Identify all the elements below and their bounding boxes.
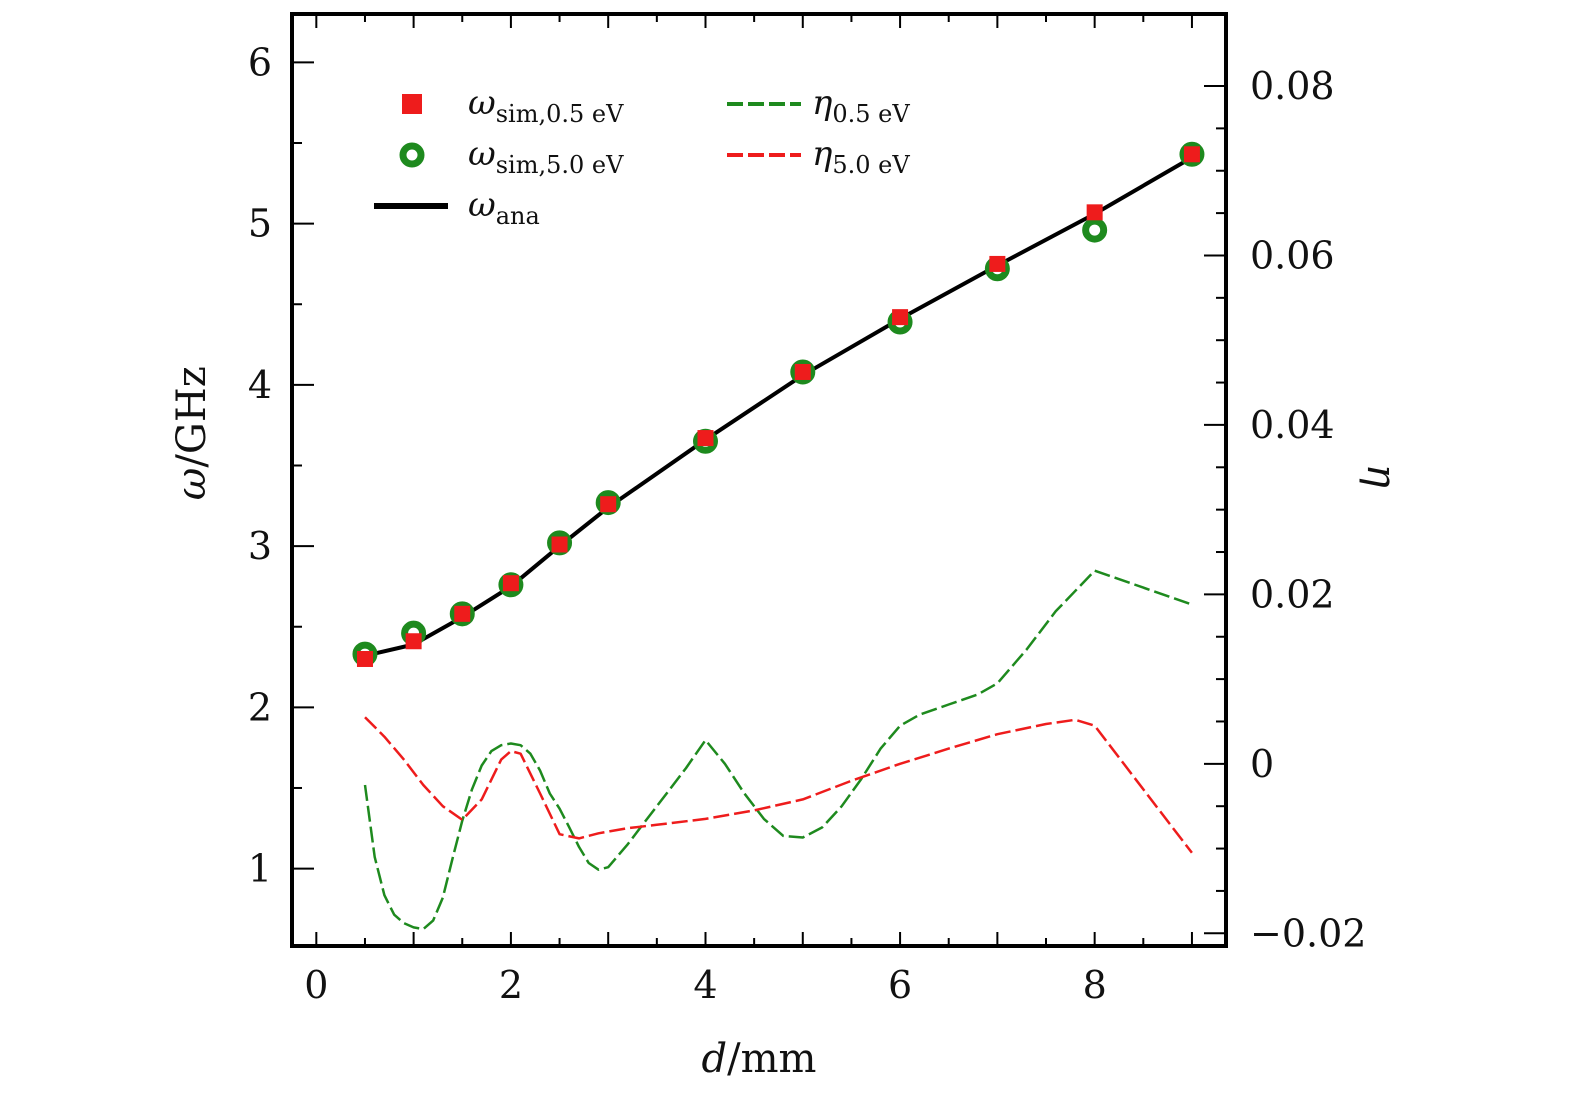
- legend-marker--sim-5-0-ev: [399, 142, 425, 168]
- y-left-tick-label: 1: [248, 847, 272, 891]
- y-left-tick-label: 4: [248, 363, 272, 407]
- legend-label--0-5-ev: η0.5 eV: [812, 83, 910, 128]
- legend-subscript: ana: [496, 202, 540, 230]
- tick-labels: 0 2 4 6 8 1 2 3 4 5 6 −0.02 0 0.02 0.04 0.06 0.08: [248, 40, 1367, 1007]
- data-point--sim-0-5-ev: [794, 363, 811, 380]
- data-point--sim-0-5-ev: [502, 575, 519, 592]
- y-axis-left-label: ω/GHz: [169, 366, 215, 500]
- y-right-tick-label: 0: [1250, 742, 1274, 786]
- series-line--0-5-ev: [363, 569, 1193, 931]
- legend-subscript: 0.5 eV: [832, 100, 910, 128]
- data-point--sim-5-0-ev: [449, 601, 475, 627]
- y-right-tick-label: 0.04: [1250, 403, 1335, 447]
- plot-frame: [290, 12, 1228, 948]
- legend-symbol: ω: [468, 83, 496, 123]
- series-line--ana: [364, 155, 1193, 658]
- legend-label--ana: ωana: [468, 185, 540, 230]
- data-point--sim-0-5-ev: [1086, 204, 1103, 221]
- data-point--sim-0-5-ev: [600, 496, 617, 513]
- y-left-tick-label: 6: [248, 40, 272, 84]
- y-axis-right-label: η: [1358, 464, 1404, 488]
- plot-series: [352, 141, 1205, 931]
- x-axis-var: d: [702, 1036, 728, 1082]
- x-tick-label: 0: [304, 963, 328, 1007]
- legend-label--5-0-ev: η5.0 eV: [812, 134, 910, 179]
- legend-subscript: sim,0.5 eV: [496, 100, 624, 128]
- data-point--sim-5-0-ev: [1179, 141, 1205, 167]
- y-right-tick-label: 0.08: [1250, 64, 1335, 108]
- legend-symbol: η: [812, 134, 833, 174]
- y-right-var: η: [1358, 464, 1404, 488]
- data-point--sim-0-5-ev: [405, 633, 422, 650]
- series-line--5-0-ev: [364, 716, 1193, 854]
- data-point--sim-0-5-ev: [551, 536, 568, 553]
- data-point--sim-0-5-ev: [454, 605, 471, 622]
- y-left-tick-label: 2: [248, 685, 272, 729]
- legend-label--sim-5-0-ev: ωsim,5.0 eV: [468, 134, 624, 179]
- legend-label--sim-0-5-ev: ωsim,0.5 eV: [468, 83, 624, 128]
- y-left-unit: /GHz: [169, 366, 215, 467]
- legend-symbol: ω: [468, 185, 496, 225]
- data-point--sim-5-0-ev: [790, 359, 816, 385]
- y-left-var: ω: [169, 468, 215, 501]
- legend-subscript: sim,5.0 eV: [496, 151, 624, 179]
- data-point--sim-5-0-ev: [1082, 217, 1108, 243]
- y-right-tick-label: −0.02: [1250, 911, 1366, 955]
- x-tick-label: 4: [693, 963, 717, 1007]
- legend-subscript: 5.0 eV: [832, 151, 910, 179]
- x-axis-unit: /mm: [727, 1036, 816, 1082]
- y-right-tick-label: 0.02: [1250, 572, 1335, 616]
- legend-symbol: ω: [468, 134, 496, 174]
- legend-marker--sim-0-5-ev: [402, 94, 422, 114]
- x-tick-label: 6: [888, 963, 912, 1007]
- data-point--sim-0-5-ev: [356, 650, 373, 667]
- legend-symbol: η: [812, 83, 833, 123]
- x-tick-label: 2: [499, 963, 523, 1007]
- data-point--sim-0-5-ev: [989, 255, 1006, 272]
- data-point--sim-0-5-ev: [697, 430, 714, 447]
- y-right-tick-label: 0.06: [1250, 233, 1335, 277]
- x-axis-label: d/mm: [702, 1036, 817, 1082]
- y-left-tick-label: 5: [248, 202, 272, 246]
- y-left-tick-label: 3: [248, 524, 272, 568]
- x-tick-label: 8: [1083, 963, 1107, 1007]
- data-point--sim-0-5-ev: [892, 309, 909, 326]
- data-point--sim-0-5-ev: [1183, 146, 1200, 163]
